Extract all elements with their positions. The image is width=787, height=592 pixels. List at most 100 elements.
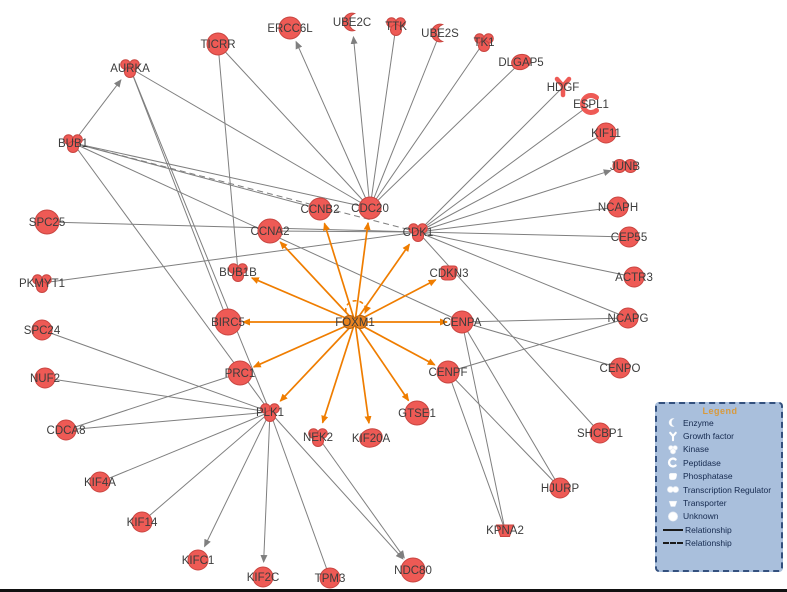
- legend-item-phosphatase: Phosphatase: [663, 470, 777, 483]
- node-ube2s[interactable]: UBE2S: [421, 23, 459, 43]
- node-nuf2[interactable]: NUF2: [30, 367, 60, 389]
- edge-foxm1-bub1b: [250, 277, 356, 323]
- node-hjurp[interactable]: HJURP: [541, 477, 580, 499]
- node-cenpf[interactable]: CENPF: [429, 360, 468, 384]
- legend-relationship-dashed: Relationship: [663, 537, 777, 550]
- legend-item-label: Transcription Regulator: [683, 484, 772, 495]
- node-label-cdk1: CDK1: [403, 227, 434, 239]
- node-cdc20[interactable]: CDC20: [351, 196, 389, 220]
- node-label-ccnb2: CCNB2: [301, 204, 340, 216]
- legend-item-enzyme: Enzyme: [663, 416, 777, 429]
- node-ccna2[interactable]: CCNA2: [251, 218, 290, 244]
- node-ncaph[interactable]: NCAPH: [598, 196, 638, 218]
- node-kif2c[interactable]: KIF2C: [247, 566, 280, 588]
- node-kpna2[interactable]: KPNA2: [486, 524, 524, 537]
- kinase-icon: [663, 442, 683, 457]
- node-cdk1[interactable]: CDK1: [403, 223, 434, 242]
- node-dlgap5[interactable]: DLGAP5: [498, 52, 544, 71]
- edge-cdc20-ube2c: [350, 35, 371, 209]
- node-tk1[interactable]: TK1: [473, 33, 495, 52]
- legend-item-label: Growth factor: [683, 431, 735, 442]
- node-prc1[interactable]: PRC1: [225, 360, 256, 386]
- node-bub1b[interactable]: BUB1B: [219, 263, 257, 282]
- node-kif20a[interactable]: KIF20A: [352, 426, 391, 449]
- node-cdkn3[interactable]: CDKN3: [430, 265, 469, 281]
- node-bub1[interactable]: BUB1: [58, 134, 88, 153]
- edge-foxm1-cdkn3: [354, 279, 437, 323]
- transporter-icon: [663, 496, 683, 511]
- edge-cdk1-junb: [417, 169, 612, 233]
- node-label-spc24: SPC24: [24, 325, 61, 337]
- node-cenpo[interactable]: CENPO: [600, 357, 641, 379]
- node-plk1[interactable]: PLK1: [256, 403, 284, 422]
- edge-cenpf-hjurp: [447, 371, 561, 489]
- node-pkmyt1[interactable]: PKMYT1: [19, 274, 65, 293]
- node-label-cdkn3: CDKN3: [430, 268, 469, 280]
- node-label-prc1: PRC1: [225, 368, 256, 380]
- edge-foxm1-gtse1: [354, 321, 410, 402]
- edge-cdk1-kif11: [417, 132, 607, 233]
- node-aurka[interactable]: AURKA: [110, 59, 150, 78]
- edge-cenpa-cenpo: [461, 321, 621, 369]
- node-kif11[interactable]: KIF11: [591, 122, 621, 144]
- node-cep55[interactable]: CEP55: [611, 226, 647, 248]
- edge-nek2-ndc80: [317, 436, 405, 559]
- legend-relationship-solid: Relationship: [663, 523, 777, 536]
- edge-cdc20-ttk: [369, 25, 397, 209]
- edge-cenpa-kpna2: [461, 321, 506, 531]
- node-ercc6l[interactable]: ERCC6L: [267, 16, 313, 40]
- node-actr3[interactable]: ACTR3: [615, 266, 653, 288]
- node-label-shcbp1: SHCBP1: [577, 428, 623, 440]
- peptidase-icon: [663, 455, 683, 470]
- node-label-junb: JUNB: [610, 161, 640, 173]
- legend-item-label: Unknown: [683, 511, 719, 522]
- node-tpm3[interactable]: TPM3: [315, 567, 346, 589]
- node-espl1[interactable]: ESPL1: [573, 93, 609, 115]
- solid-line-icon: [663, 528, 683, 531]
- node-ticrr[interactable]: TICRR: [200, 32, 236, 56]
- node-kif4a[interactable]: KIF4A: [84, 471, 116, 493]
- edge-cdk1-spc25: [46, 221, 419, 233]
- node-kifc1[interactable]: KIFC1: [182, 549, 215, 571]
- edge-cdk1-ncaph: [417, 206, 619, 233]
- node-birc5[interactable]: BIRC5: [211, 308, 245, 336]
- node-ndc80[interactable]: NDC80: [394, 557, 432, 583]
- edge-plk1-tpm3: [269, 411, 331, 579]
- node-foxm1[interactable]: FOXM1: [335, 315, 375, 330]
- node-spc25[interactable]: SPC25: [29, 209, 65, 235]
- window-bottom-border: [0, 589, 787, 592]
- legend-item-kinase: Kinase: [663, 443, 777, 456]
- node-ccnb2[interactable]: CCNB2: [301, 197, 340, 221]
- edge-foxm1-ccna2: [279, 241, 356, 323]
- node-cenpa[interactable]: CENPA: [443, 310, 482, 334]
- edge-cenpa-hjurp: [461, 321, 561, 489]
- edge-cdc20-dlgap5: [369, 61, 522, 209]
- node-label-hdgf: HDGF: [547, 82, 580, 94]
- legend-item-transcription-regulator: Transcription Regulator: [663, 483, 777, 496]
- edge-plk1-cdca8: [65, 411, 271, 431]
- node-cdca8[interactable]: CDCA8: [47, 419, 86, 441]
- node-ube2c[interactable]: UBE2C: [333, 12, 371, 32]
- node-nek2[interactable]: NEK2: [303, 428, 333, 447]
- edge-aurka-plk1: [129, 67, 271, 413]
- node-gtse1[interactable]: GTSE1: [398, 400, 436, 426]
- node-label-actr3: ACTR3: [615, 272, 653, 284]
- node-label-ercc6l: ERCC6L: [267, 23, 313, 35]
- node-label-bub1: BUB1: [58, 138, 88, 150]
- edge-foxm1-kif20a: [354, 321, 372, 425]
- node-ncapg[interactable]: NCAPG: [608, 307, 649, 329]
- node-ttk[interactable]: TTK: [385, 17, 407, 36]
- node-hdgf[interactable]: HDGF: [547, 76, 580, 98]
- node-junb[interactable]: JUNB: [610, 159, 640, 174]
- edge-cenpa-ncapg: [461, 317, 629, 323]
- edge-aurka-birc5: [129, 67, 229, 323]
- node-spc24[interactable]: SPC24: [24, 319, 61, 341]
- node-label-ccna2: CCNA2: [251, 226, 290, 238]
- node-kif14[interactable]: KIF14: [127, 511, 158, 533]
- node-label-tk1: TK1: [473, 37, 494, 49]
- node-shcbp1[interactable]: SHCBP1: [577, 422, 623, 444]
- edge-foxm1-ccnb2: [323, 222, 356, 323]
- node-label-aurka: AURKA: [110, 63, 150, 75]
- node-label-hjurp: HJURP: [541, 483, 580, 495]
